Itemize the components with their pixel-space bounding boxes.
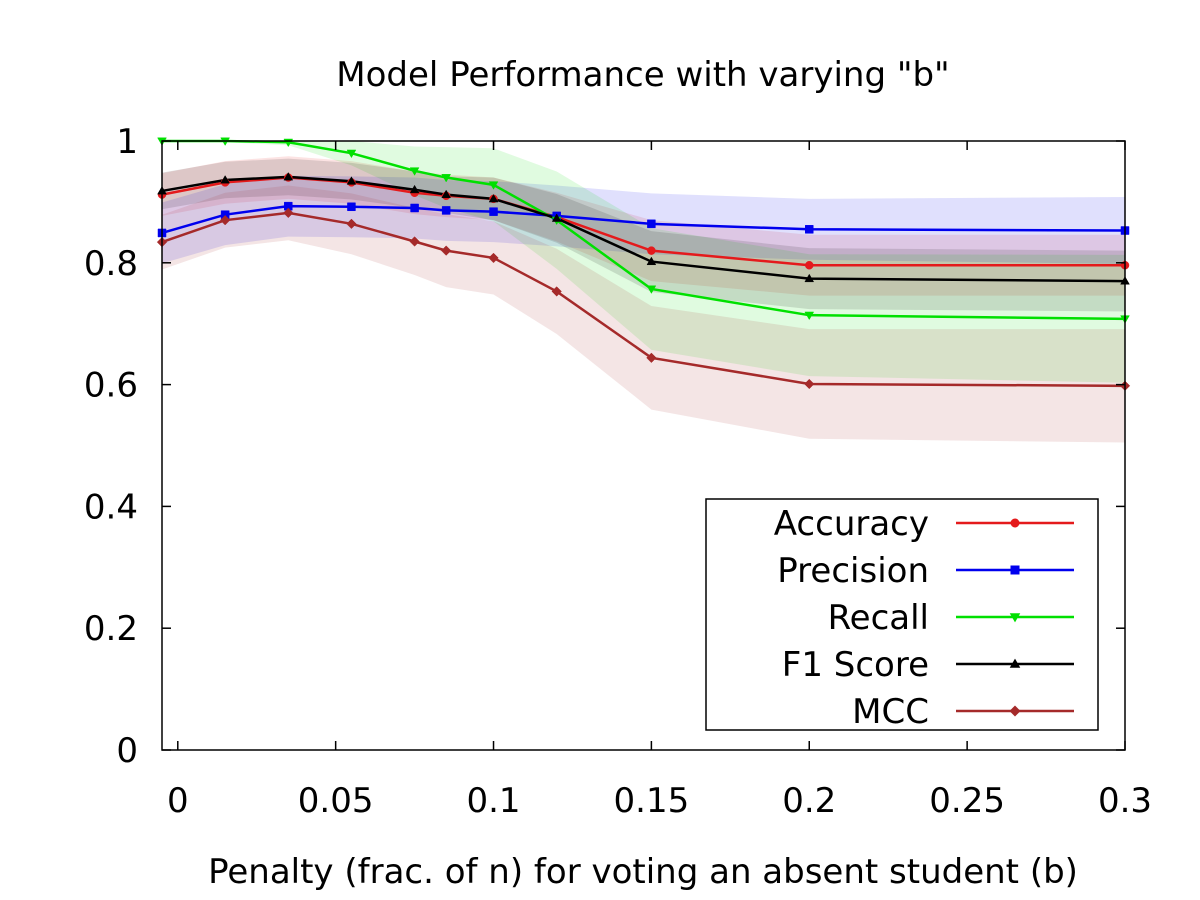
point-mcc	[646, 352, 657, 363]
y-tick-label: 0	[116, 731, 138, 771]
point-f1-score	[804, 273, 815, 283]
point-recall	[441, 174, 451, 183]
band-f1-score	[162, 158, 1125, 312]
band-mcc	[162, 185, 1125, 443]
legend-marker-accuracy	[1010, 518, 1020, 528]
point-recall	[488, 181, 499, 190]
chart-title: Model Performance with varying "b"	[336, 55, 949, 95]
x-tick-label: 0.05	[298, 781, 374, 821]
x-tick-label: 0.3	[1098, 781, 1152, 821]
x-tick-label: 0.15	[614, 781, 690, 821]
legend-marker-precision	[1010, 565, 1020, 575]
point-f1-score	[646, 256, 657, 266]
legend-label-accuracy: Accuracy	[774, 504, 929, 544]
legend-label-f1-score: F1 Score	[782, 645, 929, 685]
x-tick-label: 0.1	[466, 781, 520, 821]
legend-label-recall: Recall	[828, 598, 929, 638]
x-tick-label: 0.2	[782, 781, 836, 821]
point-recall	[409, 167, 420, 176]
point-precision	[347, 202, 356, 212]
point-f1-score	[551, 213, 562, 222]
point-mcc	[488, 252, 499, 264]
y-axis-tick-labels: 0 0.2 0.4 0.6 0.8 1	[84, 122, 138, 771]
point-f1-score	[220, 175, 230, 184]
axis-ticks	[162, 140, 1126, 751]
point-precision	[410, 203, 419, 213]
point-recall	[346, 149, 357, 159]
point-mcc	[219, 215, 231, 226]
y-tick-label: 1	[116, 122, 138, 162]
y-tick-label: 0.6	[84, 366, 138, 406]
point-precision	[805, 225, 814, 234]
point-mcc	[441, 245, 452, 256]
point-f1-score	[441, 189, 451, 199]
point-mcc	[409, 236, 420, 247]
point-mcc	[346, 218, 357, 229]
x-axis-tick-labels: 0 0.05 0.1 0.15 0.2 0.25 0.3	[167, 781, 1152, 821]
x-axis-label: Penalty (frac. of n) for voting an absen…	[208, 852, 1078, 892]
point-precision	[284, 201, 293, 211]
legend-label-precision: Precision	[777, 551, 929, 591]
point-f1-score	[346, 176, 357, 185]
legend-box	[705, 498, 1099, 731]
legend: Accuracy Precision Recall F1 Score MCC	[705, 498, 1099, 732]
point-mcc	[551, 286, 562, 297]
point-f1-score	[488, 193, 499, 203]
point-precision	[441, 206, 451, 215]
y-tick-label: 0.8	[84, 244, 138, 284]
band-recall	[162, 141, 1125, 383]
point-accuracy	[805, 260, 814, 270]
legend-label-mcc: MCC	[852, 692, 929, 732]
point-mcc	[283, 207, 294, 219]
point-f1-score	[409, 184, 420, 194]
legend-marker-f1-score	[1009, 658, 1021, 668]
legend-marker-recall	[1009, 613, 1021, 623]
point-recall	[646, 285, 657, 294]
plot-frame	[161, 140, 1126, 751]
legend-marker-mcc	[1009, 705, 1021, 717]
point-f1-score	[283, 172, 294, 181]
x-tick-label: 0	[167, 781, 189, 821]
point-precision	[220, 210, 230, 219]
series-markers	[156, 137, 1131, 391]
band-precision	[162, 175, 1125, 265]
point-precision	[489, 207, 498, 216]
point-precision	[647, 219, 656, 229]
y-tick-label: 0.2	[84, 609, 138, 649]
y-tick-label: 0.4	[84, 487, 138, 527]
x-tick-label: 0.25	[929, 781, 1005, 821]
point-accuracy	[647, 246, 656, 255]
point-mcc	[804, 378, 815, 390]
point-recall	[804, 311, 815, 321]
